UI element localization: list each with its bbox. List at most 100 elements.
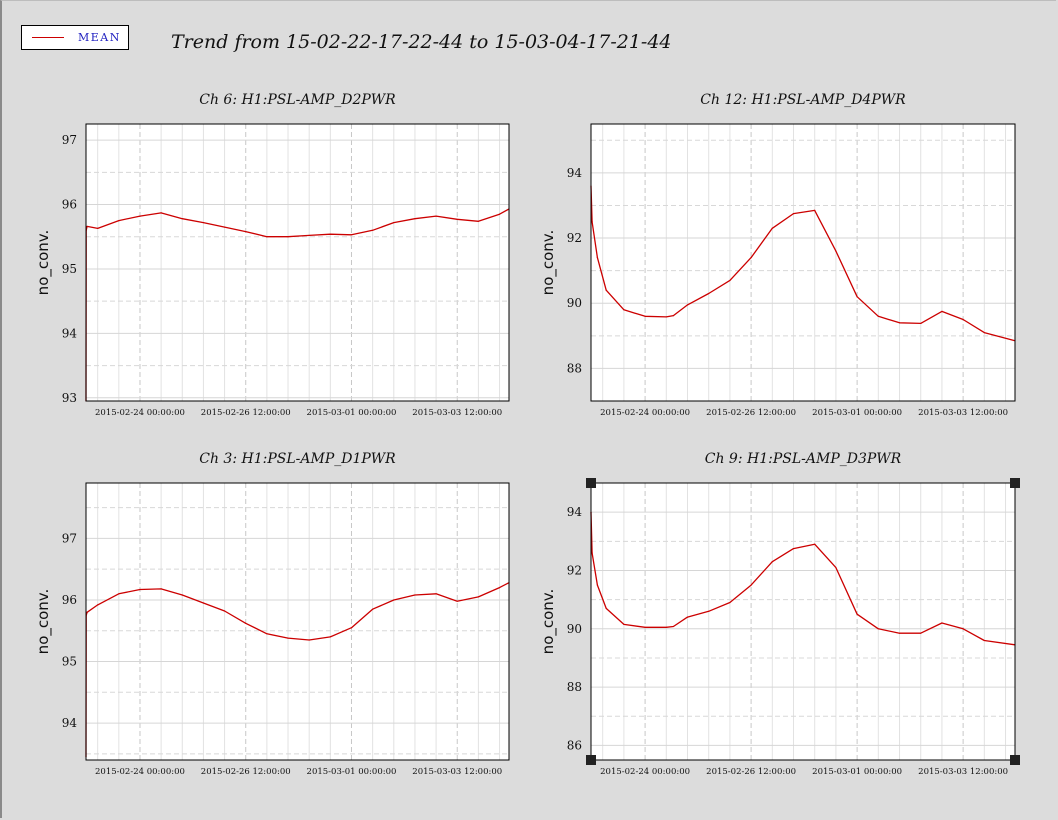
- data-point: [596, 584, 598, 586]
- plot-frame: [85, 482, 510, 761]
- data-point: [498, 213, 501, 215]
- data-point: [372, 608, 374, 610]
- plot-frame: [590, 123, 1016, 402]
- data-point: [771, 561, 773, 563]
- series-line-1: [85, 208, 510, 402]
- data-point: [97, 227, 99, 229]
- data-point: [435, 215, 437, 217]
- data-point: [160, 212, 162, 214]
- data-point: [456, 600, 458, 602]
- y-tick-label: 92: [567, 563, 582, 577]
- data-point: [814, 209, 816, 211]
- data-point: [118, 593, 120, 595]
- data-point: [672, 625, 674, 628]
- y-tick-label: 88: [567, 361, 582, 375]
- data-point: [372, 229, 374, 231]
- data-point: [393, 599, 395, 601]
- data-point: [435, 593, 437, 595]
- data-point: [877, 315, 879, 317]
- data-point: [708, 610, 710, 612]
- x-tick-label: 2015-02-26 12:00:00: [201, 767, 291, 777]
- legend-label: MEAN: [78, 31, 121, 44]
- data-point: [771, 227, 773, 229]
- y-tick-label: 94: [567, 166, 583, 180]
- data-point: [665, 626, 667, 628]
- y-tick-label: 92: [567, 231, 582, 245]
- x-tick-label: 2015-02-26 12:00:00: [201, 408, 291, 418]
- data-point: [672, 315, 674, 317]
- data-point: [181, 218, 183, 220]
- chart-title: Ch 9: H1:PSL-AMP_D3PWR: [705, 451, 902, 467]
- selection-handle: [586, 755, 596, 765]
- selection-handle: [586, 478, 596, 488]
- legend-swatch: [32, 37, 64, 38]
- data-point: [835, 566, 837, 569]
- series-line-1: [85, 582, 510, 757]
- data-point: [983, 331, 985, 334]
- x-tick-label: 2015-02-24 00:00:00: [95, 767, 185, 777]
- x-tick-label: 2015-03-01 00:00:00: [812, 767, 902, 777]
- plot-frame: [590, 482, 1016, 761]
- data-point: [941, 310, 943, 312]
- x-tick-label: 2015-03-03 12:00:00: [412, 408, 502, 418]
- x-tick-label: 2015-02-26 12:00:00: [706, 767, 796, 777]
- data-point: [665, 316, 667, 318]
- data-point: [118, 220, 120, 222]
- y-tick-label: 97: [62, 531, 77, 545]
- selection-handle: [1010, 478, 1020, 488]
- data-point: [792, 548, 795, 550]
- y-tick-label: 95: [62, 655, 77, 669]
- data-point: [835, 250, 837, 252]
- data-point: [223, 610, 226, 612]
- x-tick-label: 2015-03-03 12:00:00: [918, 408, 1008, 418]
- y-tick-label: 86: [567, 738, 582, 752]
- selection-handle: [1010, 755, 1020, 765]
- data-point: [623, 309, 625, 311]
- series-line-1: [590, 185, 1016, 342]
- data-point: [202, 602, 205, 604]
- data-point: [962, 628, 964, 630]
- data-point: [750, 584, 752, 586]
- y-tick-label: 93: [62, 391, 77, 405]
- data-point: [605, 607, 607, 609]
- x-tick-label: 2015-02-24 00:00:00: [95, 408, 185, 418]
- data-point: [898, 632, 901, 634]
- page-title: Trend from 15-02-22-17-22-44 to 15-03-04…: [171, 31, 672, 53]
- data-point: [223, 226, 226, 228]
- plot-area: [591, 483, 1015, 760]
- data-point: [729, 279, 731, 282]
- data-point: [329, 636, 331, 638]
- y-tick-label: 94: [567, 505, 583, 519]
- data-point: [287, 236, 289, 238]
- data-point: [245, 230, 247, 233]
- data-point: [983, 639, 985, 642]
- chart-4: Ch 9: H1:PSL-AMP_D3PWR 86 88 90 92 94 2015-02-…: [539, 451, 1020, 777]
- y-axis-label: no_conv.: [539, 589, 558, 655]
- data-point: [498, 587, 501, 589]
- y-axis-label: no_conv.: [539, 230, 558, 296]
- data-point: [287, 637, 289, 639]
- y-tick-label: 90: [567, 296, 582, 310]
- data-point: [708, 292, 710, 295]
- data-point: [814, 543, 816, 545]
- chart-1: Ch 6: H1:PSL-AMP_D2PWR 93 94 95 96 97 2015-02-…: [34, 92, 510, 418]
- data-point: [591, 552, 593, 554]
- y-tick-label: 96: [62, 198, 77, 212]
- data-point: [941, 622, 943, 624]
- data-point: [456, 218, 458, 220]
- data-point: [623, 623, 625, 626]
- data-point: [591, 221, 593, 223]
- data-point: [920, 322, 922, 325]
- data-point: [686, 304, 689, 306]
- data-point: [308, 639, 310, 641]
- data-point: [266, 633, 268, 635]
- data-point: [181, 594, 183, 596]
- data-point: [202, 221, 205, 224]
- x-tick-label: 2015-03-01 00:00:00: [307, 408, 397, 418]
- chart-title: Ch 12: H1:PSL-AMP_D4PWR: [700, 92, 906, 108]
- legend: MEAN: [21, 25, 129, 50]
- x-tick-label: 2015-03-03 12:00:00: [412, 767, 502, 777]
- y-tick-label: 95: [62, 262, 77, 276]
- data-point: [350, 234, 353, 236]
